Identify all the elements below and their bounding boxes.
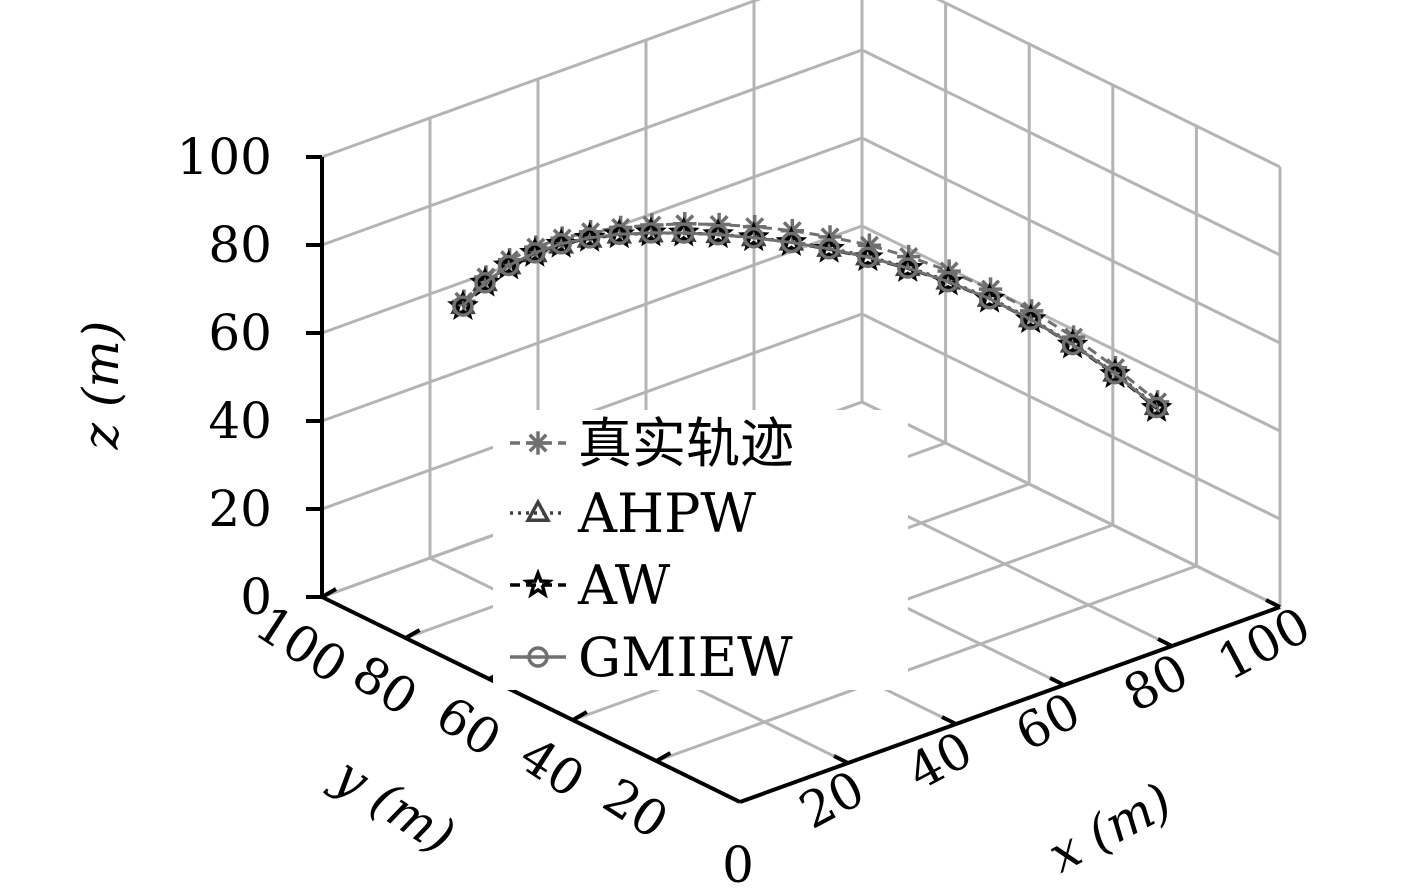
data-point [1145, 396, 1168, 419]
data-point [897, 257, 919, 279]
series-2 [447, 216, 1173, 422]
x-tick-mark [1157, 637, 1173, 648]
z-axis-label: z (m) [72, 321, 130, 451]
origin-tick-label: 0 [722, 836, 754, 888]
grid-line-rightwall-z [861, 136, 1281, 345]
z-tick-label: 0 [240, 568, 272, 626]
x-axis-label: x (m) [1039, 772, 1181, 884]
data-point [524, 242, 546, 264]
y-tick-label: 20 [593, 767, 678, 850]
grid-line-floor-y [655, 564, 1197, 763]
y-tick-mark [571, 710, 588, 722]
y-tick-mark [321, 587, 337, 599]
data-point [1019, 308, 1042, 331]
data-point [640, 222, 662, 244]
data-point [608, 223, 631, 246]
y-tick-mark [655, 751, 672, 763]
legend-box [493, 410, 908, 690]
grid-line-rightwall-z [861, 312, 1281, 521]
x-tick-label: 100 [1208, 596, 1319, 692]
data-point [474, 272, 496, 294]
x-tick-label: 80 [1114, 642, 1197, 723]
x-tick-mark [833, 754, 849, 765]
data-point [818, 238, 840, 260]
z-tick-label: 20 [208, 480, 272, 538]
legend-label-0: 真实轨迹 [578, 412, 794, 475]
legend-marker-1 [525, 498, 551, 522]
legend-entries [510, 431, 566, 668]
data-point [742, 226, 765, 249]
data-point [1104, 362, 1126, 385]
x-tick-mark [1049, 676, 1065, 687]
legend-label-1: AHPW [577, 482, 756, 545]
legend: 真实轨迹 AHPW AW GMIEW [493, 410, 908, 690]
grid-line-rightwall-z [936, 0, 1281, 169]
grid-line-rightwall-z [861, 48, 1281, 257]
x-tick-label: 20 [790, 759, 873, 840]
data-point [707, 223, 729, 246]
y-axis-line [321, 595, 741, 804]
grid-line-backwall-z [321, 0, 762, 159]
series-3 [452, 222, 1168, 419]
data-point [497, 254, 520, 277]
z-tick-label: 60 [208, 304, 272, 362]
y-tick-label: 60 [426, 685, 511, 768]
legend-label-3: GMIEW [578, 626, 793, 689]
data-point [452, 295, 474, 317]
grid-line-backwall-z [321, 48, 863, 247]
legend-marker-0 [526, 431, 550, 455]
legend-marker-3 [527, 646, 549, 668]
data-point [978, 288, 1001, 310]
legend-marker-2 [522, 568, 554, 599]
grid-line-rightwall-z [861, 400, 1281, 609]
axes-layer [320, 157, 1281, 804]
data-point [578, 227, 601, 249]
series-layer [447, 212, 1173, 422]
data-point [780, 231, 803, 254]
y-axis-label: y (m) [322, 745, 465, 866]
x-tick-mark [1265, 598, 1281, 609]
z-tick-label: 80 [208, 216, 272, 274]
data-point [550, 233, 572, 255]
data-point [1061, 333, 1084, 356]
y-tick-label: 80 [342, 644, 427, 727]
grid-line-rightwall-z [861, 224, 1281, 433]
z-tick-label: 100 [177, 128, 272, 186]
y-tick-label: 40 [510, 726, 595, 809]
y-tick-mark [404, 628, 421, 640]
series-0 [452, 212, 1170, 414]
data-point [857, 246, 879, 269]
x-tick-label: 40 [898, 720, 981, 801]
data-point [670, 218, 697, 242]
x-tick-mark [941, 715, 957, 726]
x-axis-line [739, 605, 1281, 804]
legend-label-2: AW [577, 554, 671, 617]
x-tick-label: 60 [1006, 681, 1089, 762]
z-tick-label: 40 [208, 392, 272, 450]
grid-line-backwall-z [321, 224, 863, 423]
data-point [673, 222, 695, 244]
data-point [937, 270, 959, 293]
